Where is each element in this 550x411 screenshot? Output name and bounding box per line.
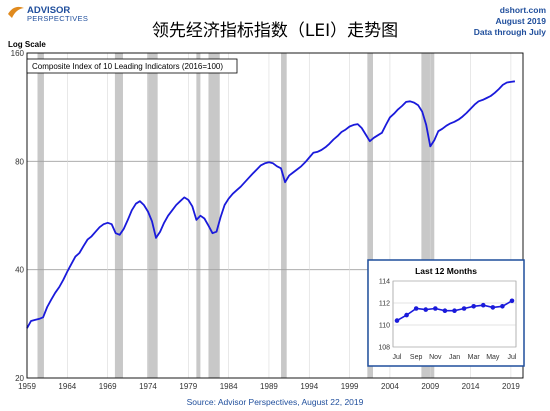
x-tick-label: 1989 <box>260 382 278 391</box>
inset-point <box>423 307 429 312</box>
inset-plot-area <box>392 280 517 348</box>
source-note: Source: Advisor Perspectives, August 22,… <box>187 397 364 407</box>
inset-point <box>471 304 476 309</box>
legend-frame <box>26 58 238 74</box>
advisor-perspectives-logo: ADVISOR PERSPECTIVES <box>8 5 88 23</box>
x-tick-label: 2019 <box>502 382 520 391</box>
x-tick-label: 1979 <box>179 382 197 391</box>
x-tick-labels: 1959 1964 1969 1974 1979 1984 1989 1994 1999 2004… <box>18 382 520 391</box>
report-date: August 2019 <box>495 16 546 26</box>
x-tick-label: 1984 <box>220 382 238 391</box>
y-tick-labels: 20 40 80 160 <box>11 49 25 383</box>
plot-border <box>26 52 524 379</box>
inset-point <box>413 306 419 311</box>
x-tick-label: 2014 <box>462 382 480 391</box>
inset-x-tick-label: Mar <box>468 354 481 361</box>
x-tick-label: 1994 <box>300 382 318 391</box>
y-tick-label: 40 <box>15 266 24 275</box>
inset-y-tick-label: 112 <box>379 301 390 308</box>
inset-x-tick-label: Jul <box>393 354 402 361</box>
inset-y-tick-label: 108 <box>378 345 390 352</box>
x-tick-label: 1959 <box>18 382 36 391</box>
recession-band-1 <box>37 53 44 378</box>
inset-x-tick-labels: Jul Sep Nov Jan Mar May Jul <box>393 354 517 361</box>
inset-point <box>490 305 496 310</box>
inset-point <box>500 304 505 309</box>
recession-band-2 <box>114 53 123 378</box>
x-tick-label: 1969 <box>99 382 117 391</box>
y-tick-label: 160 <box>11 49 25 58</box>
inset-x-tick-label: Jul <box>508 354 517 361</box>
inset-title: Last 12 Months <box>415 266 477 276</box>
plot-frame <box>26 52 524 379</box>
chart-title: 领先经济指标指数（LEI）走势图 <box>152 21 398 41</box>
lei-series <box>26 80 516 329</box>
inset-point <box>433 306 438 311</box>
site-name: dshort.com <box>500 5 547 15</box>
inset-x-tick-label: Sep <box>410 354 423 361</box>
x-tick-label: 1974 <box>139 382 157 391</box>
inset-point <box>480 302 486 308</box>
y-axis-label: Log Scale <box>8 40 46 49</box>
x-tick-label: 1999 <box>341 382 359 391</box>
y-tick-label: 20 <box>15 374 24 383</box>
inset-x-tick-label: May <box>486 354 500 361</box>
legend-box: Composite Index of 10 Leading Indicators… <box>26 58 238 74</box>
x-tick-label: 2004 <box>381 382 399 391</box>
recession-band-4 <box>196 53 201 378</box>
inset-x-tick-label: Jan <box>449 354 460 361</box>
logo-line2: PERSPECTIVES <box>27 14 88 23</box>
logo-line1: ADVISOR <box>27 5 70 16</box>
inset-point <box>509 298 515 304</box>
y-tick-label: 80 <box>15 157 24 166</box>
inset-point <box>394 318 400 323</box>
inset-point <box>452 308 457 314</box>
legend-label: Composite Index of 10 Leading Indicators… <box>32 62 223 71</box>
inset-point <box>404 312 409 318</box>
x-tick-label: 1964 <box>58 382 76 391</box>
inset-x-tick-label: Nov <box>429 354 442 361</box>
recession-bands <box>37 53 435 378</box>
recession-band-7 <box>367 53 373 378</box>
inset-y-tick-label: 114 <box>379 279 390 286</box>
x-tick-label: 2009 <box>421 382 439 391</box>
inset-point <box>442 308 448 314</box>
recession-band-6 <box>281 53 287 378</box>
inset-y-tick-label: 110 <box>379 323 390 330</box>
last-12-months-inset: Last 12 Months 108 110 112 114 Jul Sep Nov Jan… <box>367 259 525 367</box>
recession-band-3 <box>147 53 158 378</box>
inset-grid-lines <box>392 280 517 348</box>
recession-band-5 <box>208 53 220 378</box>
data-through: Data through July <box>474 27 547 37</box>
logo-swoosh-icon <box>8 6 24 18</box>
inset-point <box>461 306 467 311</box>
inset-y-tick-labels: 108 110 112 114 <box>378 279 390 352</box>
inset-series <box>394 298 515 323</box>
lei-line <box>26 80 516 329</box>
